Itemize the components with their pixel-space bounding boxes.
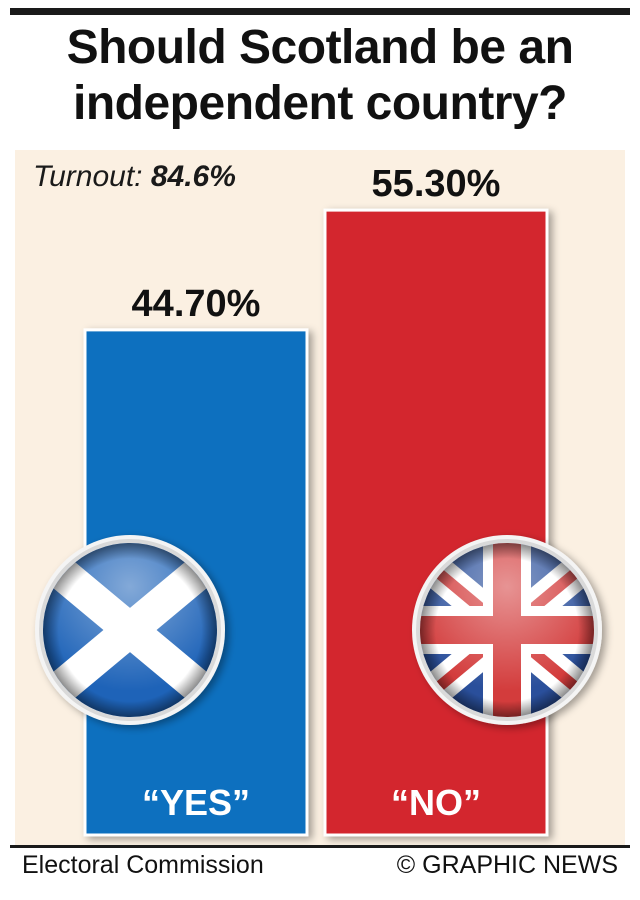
source-credit: Electoral Commission bbox=[22, 851, 264, 879]
title-line-1: Should Scotland be an bbox=[66, 21, 574, 74]
category-label-no: “NO” bbox=[391, 782, 481, 823]
chart-title: Should Scotland be an independent countr… bbox=[0, 20, 640, 132]
turnout-value: 84.6% bbox=[150, 160, 236, 193]
scottish-saltire-icon bbox=[35, 535, 225, 725]
turnout-label: Turnout: bbox=[33, 160, 143, 193]
union-jack-icon bbox=[412, 535, 602, 725]
top-rule bbox=[10, 8, 630, 15]
footer-rule bbox=[10, 845, 630, 848]
bar-no bbox=[323, 208, 549, 837]
title-line-2: independent country? bbox=[73, 77, 568, 130]
copyright-credit: © GRAPHIC NEWS bbox=[396, 851, 618, 879]
category-label-yes: “YES” bbox=[142, 782, 250, 823]
value-label-yes: 44.70% bbox=[132, 283, 261, 325]
turnout-note: Turnout: 84.6% bbox=[33, 160, 236, 194]
value-label-no: 55.30% bbox=[372, 163, 501, 205]
